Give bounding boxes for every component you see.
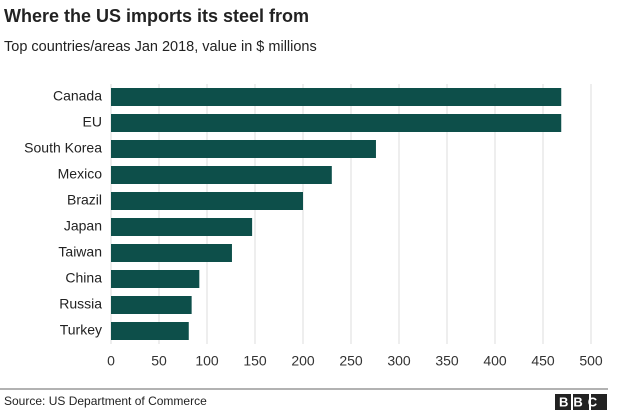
x-tick-label: 250	[339, 353, 363, 369]
x-tick-label: 400	[483, 353, 507, 369]
x-tick-label: 200	[291, 353, 315, 369]
bar	[111, 192, 303, 210]
bar	[111, 140, 376, 158]
x-tick-label: 150	[243, 353, 267, 369]
logo-box	[573, 394, 589, 410]
bar	[111, 270, 200, 288]
y-tick-label: Mexico	[58, 166, 103, 182]
bar	[111, 88, 562, 106]
bar	[111, 218, 253, 236]
bar	[111, 296, 192, 314]
y-tick-label: Brazil	[67, 192, 102, 208]
logo-box	[555, 394, 571, 410]
x-tick-label: 0	[107, 353, 115, 369]
x-tick-label: 350	[435, 353, 459, 369]
x-tick-label: 450	[531, 353, 555, 369]
bar	[111, 166, 332, 184]
y-tick-label: Japan	[64, 218, 102, 234]
bar	[111, 244, 232, 262]
y-tick-label: Taiwan	[58, 244, 102, 260]
x-tick-label: 500	[579, 353, 603, 369]
chart-title: Where the US imports its steel from	[4, 6, 309, 26]
x-tick-label: 50	[151, 353, 167, 369]
logo: BBC	[559, 394, 602, 409]
chart-subtitle: Top countries/areas Jan 2018, value in $…	[4, 39, 317, 55]
source: Source: US Department of Commerce	[4, 394, 207, 408]
y-tick-label: Canada	[53, 88, 102, 104]
y-tick-label: Russia	[59, 296, 102, 312]
y-tick-label: Turkey	[60, 322, 102, 338]
logo-box	[591, 394, 607, 410]
x-tick-label: 300	[387, 353, 411, 369]
bar	[111, 322, 189, 340]
y-tick-label: China	[65, 270, 102, 286]
x-tick-label: 100	[195, 353, 219, 369]
y-tick-label: EU	[83, 114, 102, 130]
y-tick-label: South Korea	[24, 140, 102, 156]
bar	[111, 114, 562, 132]
